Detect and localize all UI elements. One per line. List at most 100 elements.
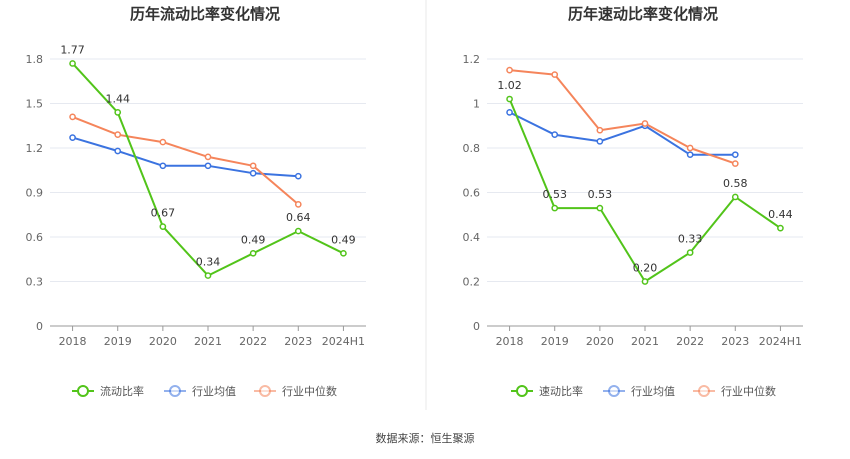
legend-swatch-marker xyxy=(77,385,89,397)
x-tick-label: 2021 xyxy=(194,335,222,348)
legend-item-行业均值[interactable]: 行业均值 xyxy=(603,385,675,398)
x-tick-label: 2024H1 xyxy=(322,335,365,348)
data-label: 1.44 xyxy=(105,92,130,105)
x-tick-label: 2019 xyxy=(541,335,569,348)
data-label: 0.49 xyxy=(331,233,356,246)
x-tick-label: 2020 xyxy=(586,335,614,348)
legend-item-流动比率[interactable]: 流动比率 xyxy=(72,384,144,398)
y-tick-label: 1.5 xyxy=(26,98,44,111)
data-point xyxy=(114,147,122,155)
series-line-行业中位数 xyxy=(72,115,299,206)
data-point xyxy=(641,278,649,285)
chart-title: 历年速动比率变化情况 xyxy=(568,5,718,23)
x-tick-label: 2022 xyxy=(239,335,267,348)
y-tick-label: 0.8 xyxy=(463,142,481,155)
data-label: 1.77 xyxy=(60,43,85,56)
data-point xyxy=(294,227,302,235)
legend-item-行业均值[interactable]: 行业均值 xyxy=(164,385,236,398)
data-point xyxy=(506,109,513,116)
data-point xyxy=(204,153,212,161)
y-tick-label: 0 xyxy=(473,320,480,333)
data-label: 0.58 xyxy=(723,177,748,190)
legend-swatch-marker xyxy=(698,385,710,397)
data-point xyxy=(114,109,122,116)
y-tick-label: 0.3 xyxy=(26,276,44,289)
series-line-行业均值 xyxy=(509,111,736,156)
legend-label: 行业均值 xyxy=(192,385,236,398)
data-point xyxy=(506,95,513,103)
data-source-note: 数据来源：恒生聚源 xyxy=(376,431,475,445)
data-point xyxy=(641,120,649,127)
legend-item-行业中位数[interactable]: 行业中位数 xyxy=(254,384,337,398)
data-point xyxy=(69,134,76,141)
chart-title: 历年流动比率变化情况 xyxy=(130,5,280,23)
data-label: 0.49 xyxy=(241,233,266,246)
data-label: 0.64 xyxy=(286,211,311,224)
data-label: 0.33 xyxy=(678,233,703,246)
legend-label: 行业均值 xyxy=(631,385,675,398)
y-tick-label: 0.6 xyxy=(26,231,44,244)
x-tick-label: 2020 xyxy=(149,335,177,348)
data-point xyxy=(69,60,76,67)
data-point xyxy=(204,162,212,170)
chart-panel-2: 历年速动比率变化情况 0 0.2 0.4 0.6 0.8 1 1.2 2018 2019 2020 2… xyxy=(463,5,803,398)
data-point xyxy=(159,138,167,146)
legend-item-速动比率[interactable]: 速动比率 xyxy=(511,384,583,398)
data-point xyxy=(249,162,257,170)
y-tick-label: 0 xyxy=(36,320,43,333)
data-point xyxy=(596,126,604,134)
y-tick-label: 0.6 xyxy=(463,187,481,200)
legend-swatch-marker xyxy=(169,385,181,397)
data-point xyxy=(731,151,739,159)
x-tick-label: 2024H1 xyxy=(759,335,802,348)
data-point xyxy=(159,162,167,170)
data-label: 0.53 xyxy=(588,188,613,201)
y-tick-label: 1.8 xyxy=(26,53,44,66)
y-tick-label: 0.2 xyxy=(463,276,481,289)
chart-panel-1: 历年流动比率变化情况 0 0.3 0.6 0.9 1.2 1.5 1.8 2018 2019 202… xyxy=(26,5,366,398)
data-point xyxy=(294,172,302,180)
legend-swatch-marker xyxy=(608,385,620,397)
data-label: 0.34 xyxy=(196,256,221,269)
x-tick-label: 2018 xyxy=(496,335,524,348)
data-point xyxy=(686,151,694,159)
x-tick-label: 2018 xyxy=(59,335,87,348)
legend-swatch-marker xyxy=(259,385,271,397)
data-point xyxy=(294,201,302,208)
data-point xyxy=(596,137,604,145)
y-tick-label: 1 xyxy=(473,98,480,111)
y-tick-label: 1.2 xyxy=(463,53,481,66)
legend-label: 速动比率 xyxy=(539,384,583,398)
data-point xyxy=(551,204,559,212)
data-point xyxy=(551,71,559,78)
data-point xyxy=(686,144,694,152)
data-point xyxy=(69,113,76,121)
data-label: 0.20 xyxy=(633,262,658,275)
data-point xyxy=(777,224,784,232)
legend-label: 行业中位数 xyxy=(282,384,337,398)
data-point xyxy=(686,249,694,256)
legend-item-行业中位数[interactable]: 行业中位数 xyxy=(693,384,776,398)
data-label: 0.67 xyxy=(151,207,176,220)
data-label: 1.02 xyxy=(497,79,522,92)
data-point xyxy=(340,249,347,257)
data-label: 0.53 xyxy=(542,188,567,201)
data-point xyxy=(204,272,212,279)
data-point xyxy=(114,131,122,138)
data-point xyxy=(551,131,559,138)
x-tick-label: 2022 xyxy=(676,335,704,348)
data-point xyxy=(249,169,257,177)
data-point xyxy=(596,204,604,212)
x-tick-label: 2019 xyxy=(104,335,132,348)
series-line-行业均值 xyxy=(72,136,299,178)
data-point xyxy=(159,223,167,230)
x-tick-label: 2023 xyxy=(284,335,312,348)
data-point xyxy=(506,66,513,74)
x-tick-label: 2023 xyxy=(721,335,749,348)
data-point xyxy=(249,249,257,257)
data-point xyxy=(731,160,739,167)
legend-label: 行业中位数 xyxy=(721,384,776,398)
legend-label: 流动比率 xyxy=(100,384,144,398)
legend-swatch-marker xyxy=(516,385,528,397)
